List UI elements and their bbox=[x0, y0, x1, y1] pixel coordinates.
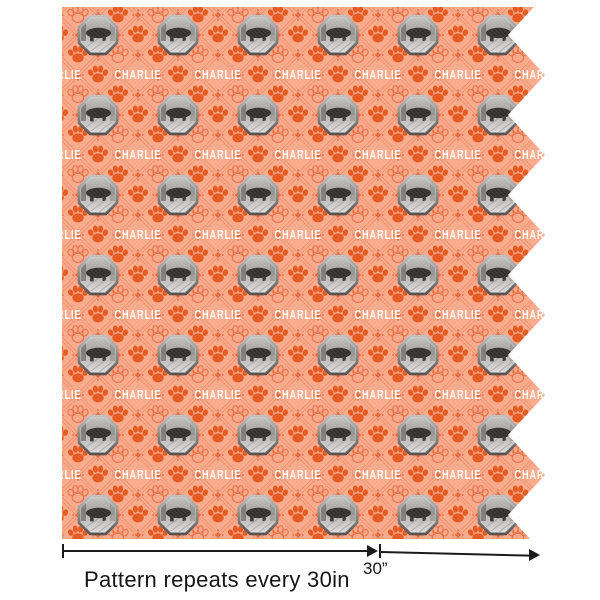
measurement-line-repeat bbox=[62, 550, 370, 552]
arrow-right-icon bbox=[529, 549, 540, 561]
pattern-swatch: CHARLIE bbox=[62, 7, 548, 539]
measurement-tick-30in bbox=[379, 544, 381, 558]
repeat-caption: Pattern repeats every 30in bbox=[84, 567, 350, 592]
arrow-right-icon bbox=[367, 545, 378, 557]
measurement-tick-start bbox=[62, 544, 64, 558]
measurement-line-continue bbox=[380, 551, 531, 557]
repeat-tick-label: 30” bbox=[363, 559, 388, 578]
zigzag-edge-swatch bbox=[62, 7, 545, 539]
pattern-swatch-canvas: CHARLIE bbox=[62, 7, 545, 539]
